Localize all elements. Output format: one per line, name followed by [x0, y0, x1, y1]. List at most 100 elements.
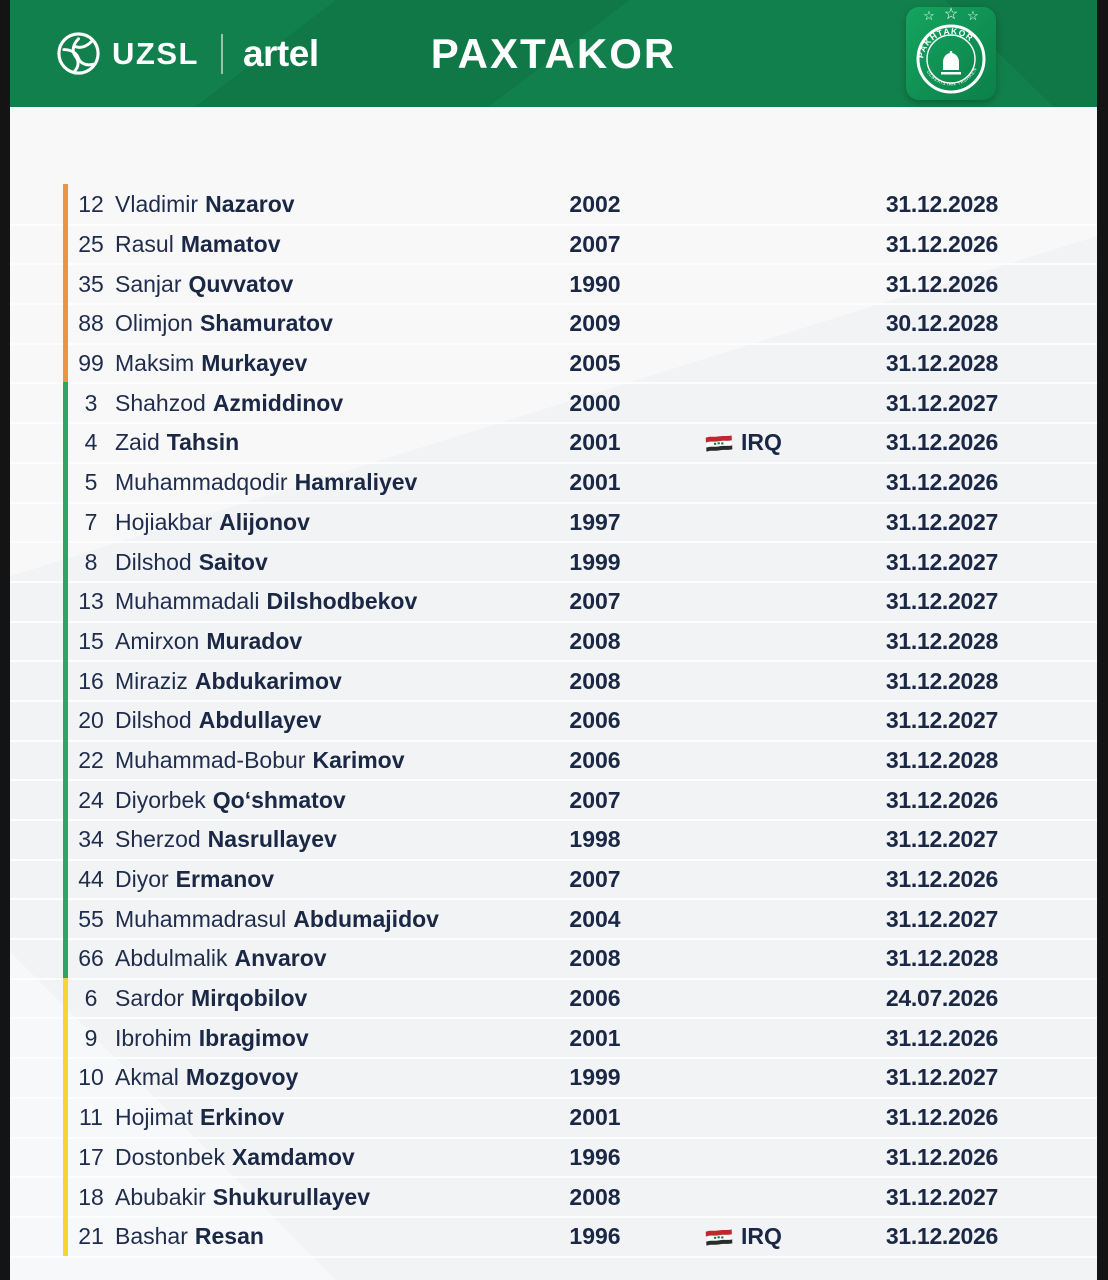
position-group-stripe [63, 819, 68, 859]
player-first-name: Diyor [115, 866, 169, 893]
contract-end-date: 31.12.2026 [885, 270, 998, 297]
position-group-stripe [63, 977, 68, 1018]
roster-row: 16 Miraziz Abdukarimov 2008 31.12.2028 [10, 660, 1097, 702]
player-first-name: Amirxon [115, 627, 200, 654]
contract-end-date: 31.12.2026 [885, 786, 998, 813]
roster-row: 3 Shahzod Azmiddinov 2000 31.12.2027 [10, 382, 1097, 425]
league-brand: UZSL artel [55, 0, 319, 107]
position-group-stripe [63, 184, 68, 224]
player-name: Bashar Resan [115, 1218, 535, 1256]
player-first-name: Abdulmalik [115, 945, 228, 972]
player-name: Olimjon Shamuratov [115, 305, 535, 343]
position-group-stripe [63, 858, 68, 899]
player-number: 10 [78, 1064, 104, 1091]
position-group-stripe [63, 938, 68, 978]
contract-end-date: 31.12.2027 [885, 826, 998, 853]
contract-end-date: 31.12.2026 [885, 1024, 998, 1051]
player-number: 99 [78, 350, 104, 377]
player-first-name: Sardor [115, 985, 185, 1012]
birth-year: 2000 [569, 389, 621, 416]
birth-year: 1999 [569, 1064, 621, 1091]
player-last-name: Resan [194, 1223, 264, 1250]
player-name: Sardor Mirqobilov [115, 980, 535, 1018]
position-group-stripe [63, 1057, 68, 1097]
player-number: 55 [78, 905, 104, 932]
player-name: Maksim Murkayev [115, 345, 535, 383]
birth-year: 1998 [569, 826, 621, 853]
roster-row: 4 Zaid Tahsin 2001 IRQ 31.12.2026 [10, 422, 1097, 464]
player-name: Hojimat Erkinov [115, 1099, 535, 1137]
contract-end-date: 31.12.2026 [885, 1143, 998, 1170]
player-first-name: Muhammadrasul [115, 905, 287, 932]
player-last-name: Mozgovoy [185, 1064, 299, 1091]
roster-row: 20 Dilshod Abdullayev 2006 31.12.2027 [10, 699, 1097, 742]
player-number: 17 [78, 1143, 104, 1170]
player-first-name: Hojimat [115, 1104, 193, 1131]
player-name: Muhammadqodir Hamraliyev [115, 464, 535, 502]
position-group-stripe [63, 501, 68, 542]
player-last-name: Nasrullayev [207, 826, 337, 853]
contract-end-date: 31.12.2027 [885, 588, 998, 615]
birth-year: 2008 [569, 627, 621, 654]
position-group-stripe [63, 898, 68, 939]
position-group-stripe [63, 422, 68, 462]
player-last-name: Muradov [206, 627, 303, 654]
uzsl-football-icon [57, 32, 100, 75]
player-number: 8 [84, 548, 98, 575]
player-first-name: Hojiakbar [115, 508, 213, 535]
player-number: 24 [78, 786, 104, 813]
contract-end-date: 31.12.2027 [885, 389, 998, 416]
roster-row: 44 Diyor Ermanov 2007 31.12.2026 [10, 858, 1097, 901]
brand-separator [220, 33, 223, 74]
player-number: 11 [79, 1104, 103, 1131]
contract-end-date: 31.12.2026 [885, 1223, 998, 1250]
player-first-name: Bashar [115, 1223, 188, 1250]
player-number: 13 [78, 588, 104, 615]
player-last-name: Mirqobilov [191, 985, 308, 1012]
player-last-name: Nazarov [205, 191, 295, 218]
player-first-name: Maksim [115, 350, 195, 377]
player-name: Dostonbek Xamdamov [115, 1139, 535, 1177]
player-name: Vladimir Nazarov [115, 186, 535, 224]
birth-year: 1997 [569, 508, 621, 535]
player-first-name: Diyorbek [115, 786, 206, 813]
position-group-stripe [63, 382, 68, 423]
birth-year: 2001 [569, 469, 621, 496]
player-name: Zaid Tahsin [115, 424, 535, 462]
birth-year: 2006 [569, 985, 621, 1012]
nationality: IRQ [705, 1218, 815, 1256]
birth-year: 2001 [569, 1104, 621, 1131]
contract-end-date: 31.12.2028 [885, 627, 998, 654]
player-number: 9 [84, 1024, 98, 1051]
player-last-name: Alijonov [219, 508, 310, 535]
roster-row: 15 Amirxon Muradov 2008 31.12.2028 [10, 620, 1097, 663]
player-name: Shahzod Azmiddinov [115, 384, 535, 422]
right-black-bar [1097, 0, 1108, 1280]
birth-year: 2006 [569, 746, 621, 773]
contract-end-date: 31.12.2028 [885, 350, 998, 377]
player-name: Dilshod Saitov [115, 543, 535, 581]
player-last-name: Hamraliyev [294, 469, 418, 496]
contract-end-date: 31.12.2027 [885, 548, 998, 575]
roster-row: 34 Sherzod Nasrullayev 1998 31.12.2027 [10, 819, 1097, 861]
contract-end-date: 31.12.2027 [885, 508, 998, 535]
contract-end-date: 31.12.2028 [885, 191, 998, 218]
player-name: Sanjar Quvvatov [115, 265, 535, 303]
iraq-flag-icon [705, 1229, 733, 1246]
player-number: 5 [84, 469, 98, 496]
contract-end-date: 31.12.2027 [885, 1183, 998, 1210]
contract-end-date: 31.12.2026 [885, 429, 998, 456]
roster-row: 18 Abubakir Shukurullayev 2008 31.12.2027 [10, 1176, 1097, 1218]
birth-year: 1990 [569, 270, 621, 297]
contract-end-date: 24.07.2026 [885, 985, 998, 1012]
birth-year: 2004 [569, 905, 621, 932]
roster-row: 25 Rasul Mamatov 2007 31.12.2026 [10, 223, 1097, 266]
player-last-name: Saitov [198, 548, 268, 575]
player-name: Sherzod Nasrullayev [115, 821, 535, 859]
player-last-name: Abdukarimov [194, 667, 342, 694]
roster-row: 5 Muhammadqodir Hamraliyev 2001 31.12.2026 [10, 461, 1097, 504]
birth-year: 2005 [569, 350, 621, 377]
birth-year: 1996 [569, 1143, 621, 1170]
player-number: 6 [84, 985, 98, 1012]
roster-table: 12 Vladimir Nazarov 2002 31.12.2028 25 Rasul Ma… [10, 184, 1097, 1258]
